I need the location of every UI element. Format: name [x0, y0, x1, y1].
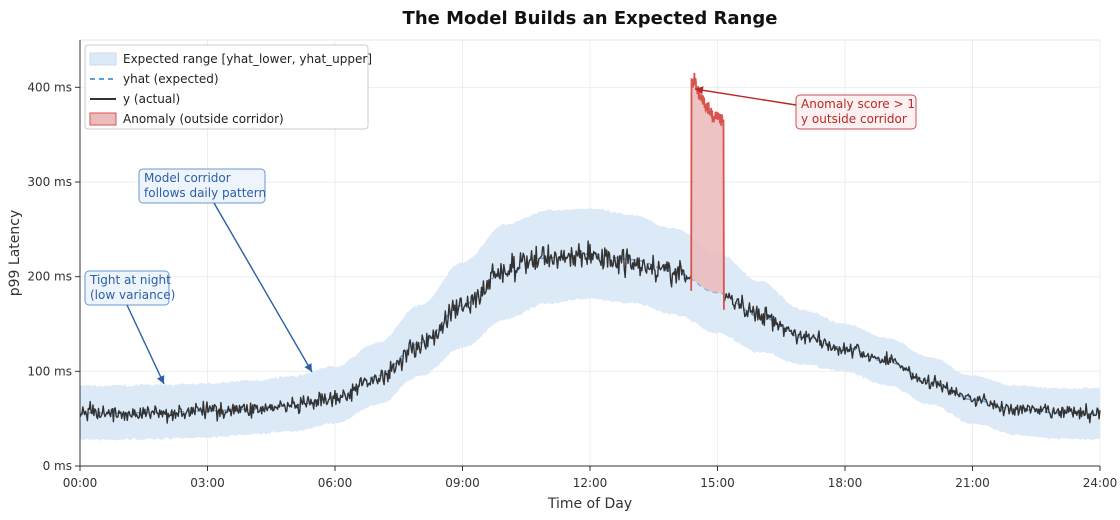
legend: Expected range [yhat_lower, yhat_upper]y… — [84, 44, 372, 130]
x-axis: 00:00 03:00 06:00 09:00 12:00 15:00 18:00 21:00… — [63, 465, 1118, 490]
legend-entry: Anomaly (outside corridor) — [89, 112, 284, 126]
annotation-arrow — [126, 304, 165, 385]
legend-label: Expected range [yhat_lower, yhat_upper] — [123, 52, 372, 66]
expected-range-band — [80, 207, 1100, 441]
actual-line — [79, 240, 1101, 424]
anomaly-line — [690, 72, 725, 310]
anomaly-region — [690, 72, 725, 310]
legend-label: yhat (expected) — [123, 72, 219, 86]
anomaly-fill — [691, 72, 724, 310]
x-tick-label: 00:00 — [63, 476, 98, 490]
y-tick-label: 0 ms — [43, 459, 72, 473]
annotation-box — [795, 94, 917, 130]
annotation-arrow — [694, 88, 797, 106]
legend-entry: y (actual) — [90, 92, 180, 106]
legend-swatch — [89, 52, 117, 66]
legend-box — [84, 44, 369, 130]
x-tick-label: 18:00 — [828, 476, 863, 490]
annotation-text: Model corridor — [144, 171, 231, 185]
annotation-text: (low variance) — [90, 288, 175, 302]
legend-label: Anomaly (outside corridor) — [123, 112, 284, 126]
x-tick-label: 03:00 — [190, 476, 225, 490]
annotation-arrowhead — [304, 363, 312, 372]
x-tick-label: 12:00 — [573, 476, 608, 490]
x-tick-label: 09:00 — [445, 476, 480, 490]
actual-series-line — [79, 240, 1101, 424]
y-tick-label: 200 ms — [27, 270, 72, 284]
annotation-text: y outside corridor — [801, 112, 907, 126]
annotation-arrowhead — [695, 86, 704, 95]
annotation-text: Tight at night — [89, 273, 171, 287]
annotation-arrow — [213, 202, 313, 373]
legend-label: y (actual) — [123, 92, 180, 106]
y-axis: 0 ms 100 ms 200 ms 300 ms 400 ms — [27, 40, 81, 473]
annotations: Tight at night(low variance)Model corrid… — [84, 86, 917, 385]
legend-swatch — [89, 112, 117, 126]
y-tick-label: 400 ms — [27, 80, 72, 94]
x-tick-label: 06:00 — [318, 476, 353, 490]
x-axis-label: Time of Day — [547, 496, 632, 512]
x-tick-label: 21:00 — [955, 476, 990, 490]
y-tick-label: 100 ms — [27, 364, 72, 378]
legend-entry: yhat (expected) — [90, 72, 219, 86]
annotation: Anomaly score > 1y outside corridor — [694, 86, 917, 130]
annotation-box — [138, 168, 266, 204]
annotation-text: follows daily pattern — [144, 186, 266, 200]
annotation-arrowhead — [157, 375, 165, 384]
annotation-text: Anomaly score > 1 — [801, 97, 915, 111]
legend-entry: Expected range [yhat_lower, yhat_upper] — [89, 52, 372, 66]
annotation: Tight at night(low variance) — [84, 270, 175, 385]
x-tick-label: 15:00 — [700, 476, 735, 490]
y-axis-label: p99 Latency — [7, 210, 23, 297]
x-tick-label: 24:00 — [1083, 476, 1118, 490]
expected-range-area — [80, 207, 1100, 441]
chart-title: The Model Builds an Expected Range — [403, 8, 778, 29]
y-tick-label: 300 ms — [27, 175, 72, 189]
